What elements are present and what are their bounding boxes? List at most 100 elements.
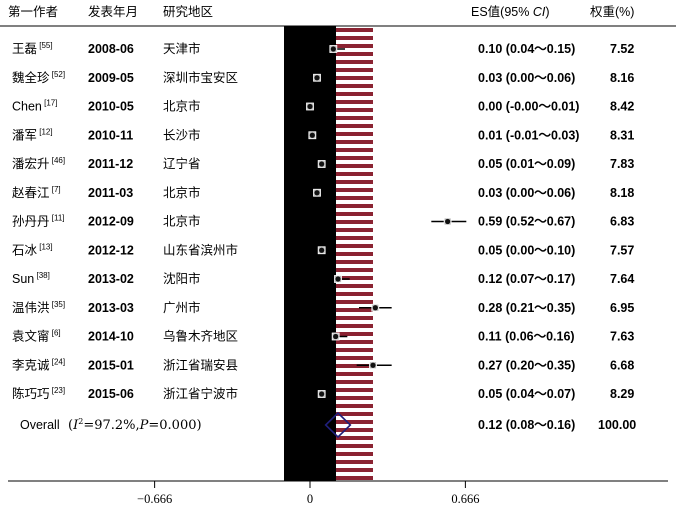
study-row: 石冰 [13] 2012-12 山东省滨州市 0.05 (0.00～0.10) 7.57 — [12, 242, 634, 257]
band-stripe — [336, 124, 373, 128]
study-region: 浙江省宁波市 — [163, 386, 238, 401]
study-author: 陈巧巧 [23] — [12, 386, 65, 401]
study-author: 袁文甯 [6] — [12, 329, 61, 344]
overall-heterogeneity: (I2=97.2%,P=0.000) — [68, 417, 202, 433]
study-weight: 7.57 — [610, 243, 634, 257]
study-point — [319, 247, 325, 253]
band-stripe — [336, 308, 373, 312]
study-region: 长沙市 — [163, 127, 201, 142]
study-weight: 8.16 — [610, 71, 634, 85]
band-stripe — [336, 28, 373, 32]
study-year: 2015-01 — [88, 358, 134, 372]
study-author: 魏全珍 [52] — [12, 70, 65, 85]
band-stripe — [336, 196, 373, 200]
band-stripe — [336, 404, 373, 408]
study-region: 北京市 — [163, 185, 201, 200]
study-point — [335, 276, 341, 282]
null-band — [284, 26, 336, 481]
overall-diamond — [324, 411, 352, 439]
band-stripe — [336, 188, 373, 192]
study-author: 石冰 [13] — [12, 242, 53, 257]
header-region: 研究地区 — [163, 4, 213, 19]
header-year: 发表年月 — [88, 4, 138, 19]
overall-es: 0.12 (0.08～0.16) — [478, 418, 575, 432]
band-stripe — [336, 348, 373, 352]
study-es: 0.03 (0.00～0.06) — [478, 186, 575, 200]
band-stripe — [336, 108, 373, 112]
study-region: 沈阳市 — [163, 271, 201, 286]
band-stripe — [336, 84, 373, 88]
study-point — [314, 190, 320, 196]
band-stripe — [336, 324, 373, 328]
study-point — [330, 46, 336, 52]
study-point — [319, 391, 325, 397]
study-year: 2011-12 — [88, 157, 133, 171]
header-weight: 权重(%) — [590, 4, 634, 19]
study-region: 深圳市宝安区 — [163, 70, 238, 85]
study-point — [370, 362, 376, 368]
study-region: 辽宁省 — [163, 156, 201, 171]
study-year: 2015-06 — [88, 387, 134, 401]
study-year: 2010-05 — [88, 100, 134, 114]
study-point — [309, 132, 315, 138]
overall-label: Overall — [20, 418, 60, 432]
study-region: 北京市 — [163, 214, 201, 229]
band-stripe — [336, 372, 373, 376]
band-stripe — [336, 212, 373, 216]
band-stripe — [336, 60, 373, 64]
study-author: 温伟洪 [35] — [12, 300, 65, 315]
study-region: 广州市 — [163, 300, 201, 315]
x-tick-label: 0 — [307, 492, 313, 506]
band-stripe — [336, 292, 373, 296]
study-es: 0.28 (0.21～0.35) — [478, 301, 575, 315]
band-stripe — [336, 236, 373, 240]
band-stripe — [336, 364, 373, 368]
study-author: 潘宏升 [46] — [12, 156, 65, 171]
study-weight: 7.64 — [610, 272, 634, 286]
band-stripe — [336, 268, 373, 272]
study-row: 温伟洪 [35] 2013-03 广州市 0.28 (0.21～0.35) 6.95 — [12, 300, 634, 315]
study-es: 0.59 (0.52～0.67) — [478, 215, 575, 229]
study-year: 2009-05 — [88, 71, 134, 85]
study-es: 0.12 (0.07～0.17) — [478, 272, 575, 286]
study-weight: 8.29 — [610, 387, 634, 401]
band-stripe — [336, 68, 373, 72]
band-stripe — [336, 436, 373, 440]
study-es: 0.03 (0.00～0.06) — [478, 71, 575, 85]
study-es: 0.05 (0.04～0.07) — [478, 387, 575, 401]
band-stripe — [336, 260, 373, 264]
study-point — [307, 103, 313, 110]
study-author: Chen [17] — [12, 99, 57, 114]
band-stripe — [336, 300, 373, 304]
study-row: 潘宏升 [46] 2011-12 辽宁省 0.05 (0.01～0.09) 7.83 — [12, 156, 634, 171]
study-year: 2013-03 — [88, 301, 134, 315]
band-stripe — [336, 228, 373, 232]
study-point — [319, 161, 325, 167]
study-es: 0.10 (0.04～0.15) — [478, 42, 575, 56]
study-weight: 8.31 — [610, 128, 634, 142]
band-stripe — [336, 52, 373, 56]
band-stripe — [336, 316, 373, 320]
study-author: 李克诚 [24] — [12, 357, 65, 372]
band-stripe — [336, 476, 373, 480]
study-weight: 6.83 — [610, 215, 634, 229]
study-row: 孙丹丹 [11] 2012-09 北京市 0.59 (0.52～0.67) 6.83 — [12, 214, 634, 229]
study-region: 乌鲁木齐地区 — [163, 329, 238, 344]
band-stripe — [336, 460, 373, 464]
striped-band — [336, 28, 373, 480]
study-author: Sun [38] — [12, 271, 50, 286]
study-year: 2012-09 — [88, 215, 134, 229]
study-point — [333, 333, 339, 340]
study-author: 王磊 [55] — [12, 41, 53, 56]
band-stripe — [336, 412, 373, 416]
band-stripe — [336, 172, 373, 176]
study-year: 2011-03 — [88, 186, 133, 200]
study-row: 赵春江 [7] 2011-03 北京市 0.03 (0.00～0.06) 8.18 — [12, 185, 634, 200]
band-stripe — [336, 388, 373, 392]
band-stripe — [336, 36, 373, 40]
study-row: 李克诚 [24] 2015-01 浙江省瑞安县 0.27 (0.20～0.35) 6.6… — [12, 357, 634, 372]
band-stripe — [336, 180, 373, 184]
band-stripe — [336, 340, 373, 344]
band-stripe — [336, 220, 373, 224]
study-point — [445, 218, 451, 225]
